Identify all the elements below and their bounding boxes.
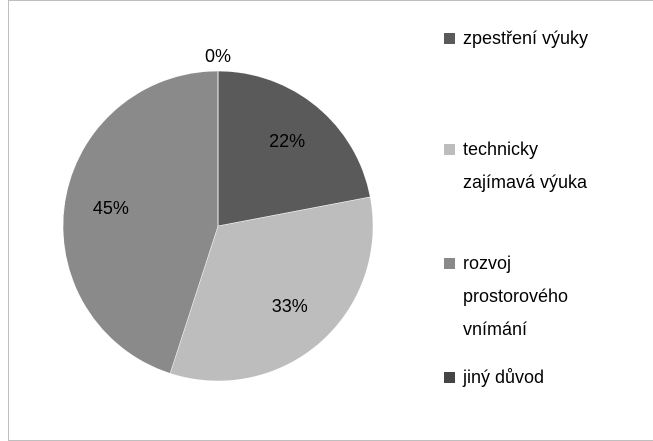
legend-item: jiný důvod (444, 361, 644, 394)
legend-label: rozvoj prostorového vnímání (463, 253, 569, 339)
legend-swatch (444, 372, 455, 383)
data-label: 22% (269, 131, 305, 151)
legend-swatch (444, 258, 455, 269)
data-label: 0% (205, 46, 231, 66)
legend-swatch (444, 33, 455, 44)
pie-slice (62, 70, 219, 374)
data-label: 45% (93, 198, 129, 218)
pie-slice (169, 196, 374, 382)
legend-label: jiný důvod (463, 367, 545, 387)
legend-item: rozvoj prostorového vnímání (444, 247, 644, 346)
legend-item: technicky zajímavá výuka (444, 133, 644, 199)
legend-swatch (444, 144, 455, 155)
legend-label: zpestření výuky (463, 28, 589, 48)
legend-label: technicky zajímavá výuka (463, 139, 588, 192)
data-label: 33% (272, 296, 308, 316)
legend-item: zpestření výuky (444, 22, 644, 55)
pie-slice (217, 70, 371, 227)
